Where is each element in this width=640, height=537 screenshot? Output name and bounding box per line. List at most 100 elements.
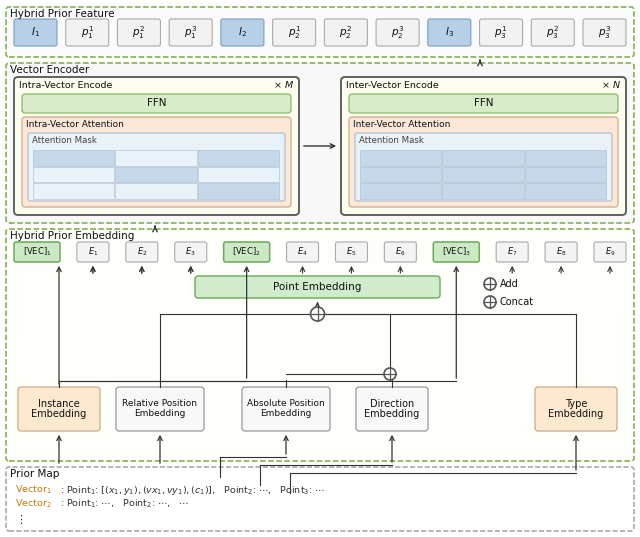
- Text: $E_6$: $E_6$: [395, 246, 406, 258]
- FancyBboxPatch shape: [531, 19, 574, 46]
- Text: Inter-Vector Encode: Inter-Vector Encode: [346, 81, 439, 90]
- FancyBboxPatch shape: [6, 63, 634, 223]
- FancyBboxPatch shape: [116, 387, 204, 431]
- FancyBboxPatch shape: [287, 242, 319, 262]
- Text: $p_1^3$: $p_1^3$: [184, 24, 197, 41]
- Text: FFN: FFN: [147, 98, 166, 108]
- FancyBboxPatch shape: [22, 117, 291, 207]
- Bar: [525, 166, 606, 183]
- FancyBboxPatch shape: [14, 19, 57, 46]
- Text: $p_1^2$: $p_1^2$: [132, 24, 145, 41]
- FancyBboxPatch shape: [169, 19, 212, 46]
- FancyBboxPatch shape: [242, 387, 330, 431]
- Bar: [360, 150, 442, 166]
- FancyBboxPatch shape: [118, 19, 161, 46]
- Text: × N: × N: [602, 81, 620, 90]
- Text: $I_3$: $I_3$: [445, 26, 454, 39]
- FancyBboxPatch shape: [22, 94, 291, 113]
- Bar: [360, 166, 442, 183]
- Text: Prior Map: Prior Map: [10, 469, 60, 479]
- Circle shape: [484, 278, 496, 290]
- Text: Embedding: Embedding: [260, 410, 312, 418]
- Text: Hybrid Prior Embedding: Hybrid Prior Embedding: [10, 231, 134, 241]
- Text: $\mathrm{Vector}_1$: $\mathrm{Vector}_1$: [15, 484, 52, 497]
- FancyBboxPatch shape: [66, 19, 109, 46]
- Text: $E_3$: $E_3$: [186, 246, 196, 258]
- FancyBboxPatch shape: [583, 19, 626, 46]
- FancyBboxPatch shape: [349, 94, 618, 113]
- Text: Add: Add: [500, 279, 519, 289]
- Text: $p_3^3$: $p_3^3$: [598, 24, 611, 41]
- Text: Point Embedding: Point Embedding: [273, 282, 362, 292]
- FancyBboxPatch shape: [341, 77, 626, 215]
- Text: Absolute Position: Absolute Position: [247, 400, 325, 409]
- Text: Intra-Vector Attention: Intra-Vector Attention: [26, 120, 124, 129]
- FancyBboxPatch shape: [221, 19, 264, 46]
- Text: $p_3^2$: $p_3^2$: [547, 24, 559, 41]
- Bar: [442, 166, 524, 183]
- Text: Embedding: Embedding: [134, 410, 186, 418]
- Text: $p_1^1$: $p_1^1$: [81, 24, 94, 41]
- FancyBboxPatch shape: [349, 117, 618, 207]
- Text: $[\mathrm{VEC}]_2$: $[\mathrm{VEC}]_2$: [232, 246, 261, 258]
- Text: Embedding: Embedding: [548, 409, 604, 419]
- FancyBboxPatch shape: [6, 467, 634, 531]
- FancyBboxPatch shape: [6, 229, 634, 461]
- Text: $p_3^1$: $p_3^1$: [495, 24, 508, 41]
- Text: Attention Mask: Attention Mask: [359, 136, 424, 145]
- Text: Embedding: Embedding: [31, 409, 86, 419]
- Text: $E_7$: $E_7$: [507, 246, 518, 258]
- Text: $p_2^1$: $p_2^1$: [287, 24, 301, 41]
- FancyBboxPatch shape: [324, 19, 367, 46]
- Circle shape: [484, 296, 496, 308]
- Bar: [198, 183, 279, 199]
- Text: Vector Encoder: Vector Encoder: [10, 65, 89, 75]
- Text: Hybrid Prior Feature: Hybrid Prior Feature: [10, 9, 115, 19]
- Text: FFN: FFN: [474, 98, 493, 108]
- Bar: [115, 150, 196, 166]
- FancyBboxPatch shape: [6, 7, 634, 57]
- FancyBboxPatch shape: [223, 242, 269, 262]
- FancyBboxPatch shape: [273, 19, 316, 46]
- Bar: [360, 183, 442, 199]
- FancyBboxPatch shape: [376, 19, 419, 46]
- Text: Concat: Concat: [500, 297, 534, 307]
- FancyBboxPatch shape: [175, 242, 207, 262]
- Text: $I_2$: $I_2$: [238, 26, 247, 39]
- Text: Relative Position: Relative Position: [122, 400, 198, 409]
- FancyBboxPatch shape: [496, 242, 528, 262]
- FancyBboxPatch shape: [335, 242, 367, 262]
- Text: Instance: Instance: [38, 399, 80, 409]
- FancyBboxPatch shape: [77, 242, 109, 262]
- Text: $[\mathrm{VEC}]_1$: $[\mathrm{VEC}]_1$: [22, 246, 51, 258]
- FancyBboxPatch shape: [18, 387, 100, 431]
- Text: Inter-Vector Attention: Inter-Vector Attention: [353, 120, 451, 129]
- Text: Type: Type: [565, 399, 587, 409]
- Bar: [525, 150, 606, 166]
- Circle shape: [384, 368, 396, 380]
- FancyBboxPatch shape: [545, 242, 577, 262]
- FancyBboxPatch shape: [594, 242, 626, 262]
- FancyBboxPatch shape: [28, 133, 285, 201]
- Circle shape: [310, 307, 324, 321]
- Text: $\mathrm{Vector}_2$: $\mathrm{Vector}_2$: [15, 498, 52, 511]
- FancyBboxPatch shape: [14, 242, 60, 262]
- Text: : $\mathrm{Point}_1$: $[(x_1,y_1),(vx_1,vy_1),(c_1)]$,   $\mathrm{Point}_2$: $\c: : $\mathrm{Point}_1$: $[(x_1,y_1),(vx_1,…: [60, 484, 325, 497]
- Bar: [525, 183, 606, 199]
- Text: Direction: Direction: [370, 399, 414, 409]
- Bar: [198, 150, 279, 166]
- Text: Embedding: Embedding: [364, 409, 420, 419]
- FancyBboxPatch shape: [433, 242, 479, 262]
- Text: $[\mathrm{VEC}]_3$: $[\mathrm{VEC}]_3$: [442, 246, 470, 258]
- Text: $I_1$: $I_1$: [31, 26, 40, 39]
- Text: Attention Mask: Attention Mask: [32, 136, 97, 145]
- FancyBboxPatch shape: [535, 387, 617, 431]
- Text: $E_9$: $E_9$: [605, 246, 615, 258]
- FancyBboxPatch shape: [126, 242, 158, 262]
- Bar: [442, 183, 524, 199]
- Text: $\vdots$: $\vdots$: [15, 513, 23, 526]
- FancyBboxPatch shape: [356, 387, 428, 431]
- Bar: [33, 166, 115, 183]
- Text: $E_8$: $E_8$: [556, 246, 566, 258]
- Bar: [33, 183, 115, 199]
